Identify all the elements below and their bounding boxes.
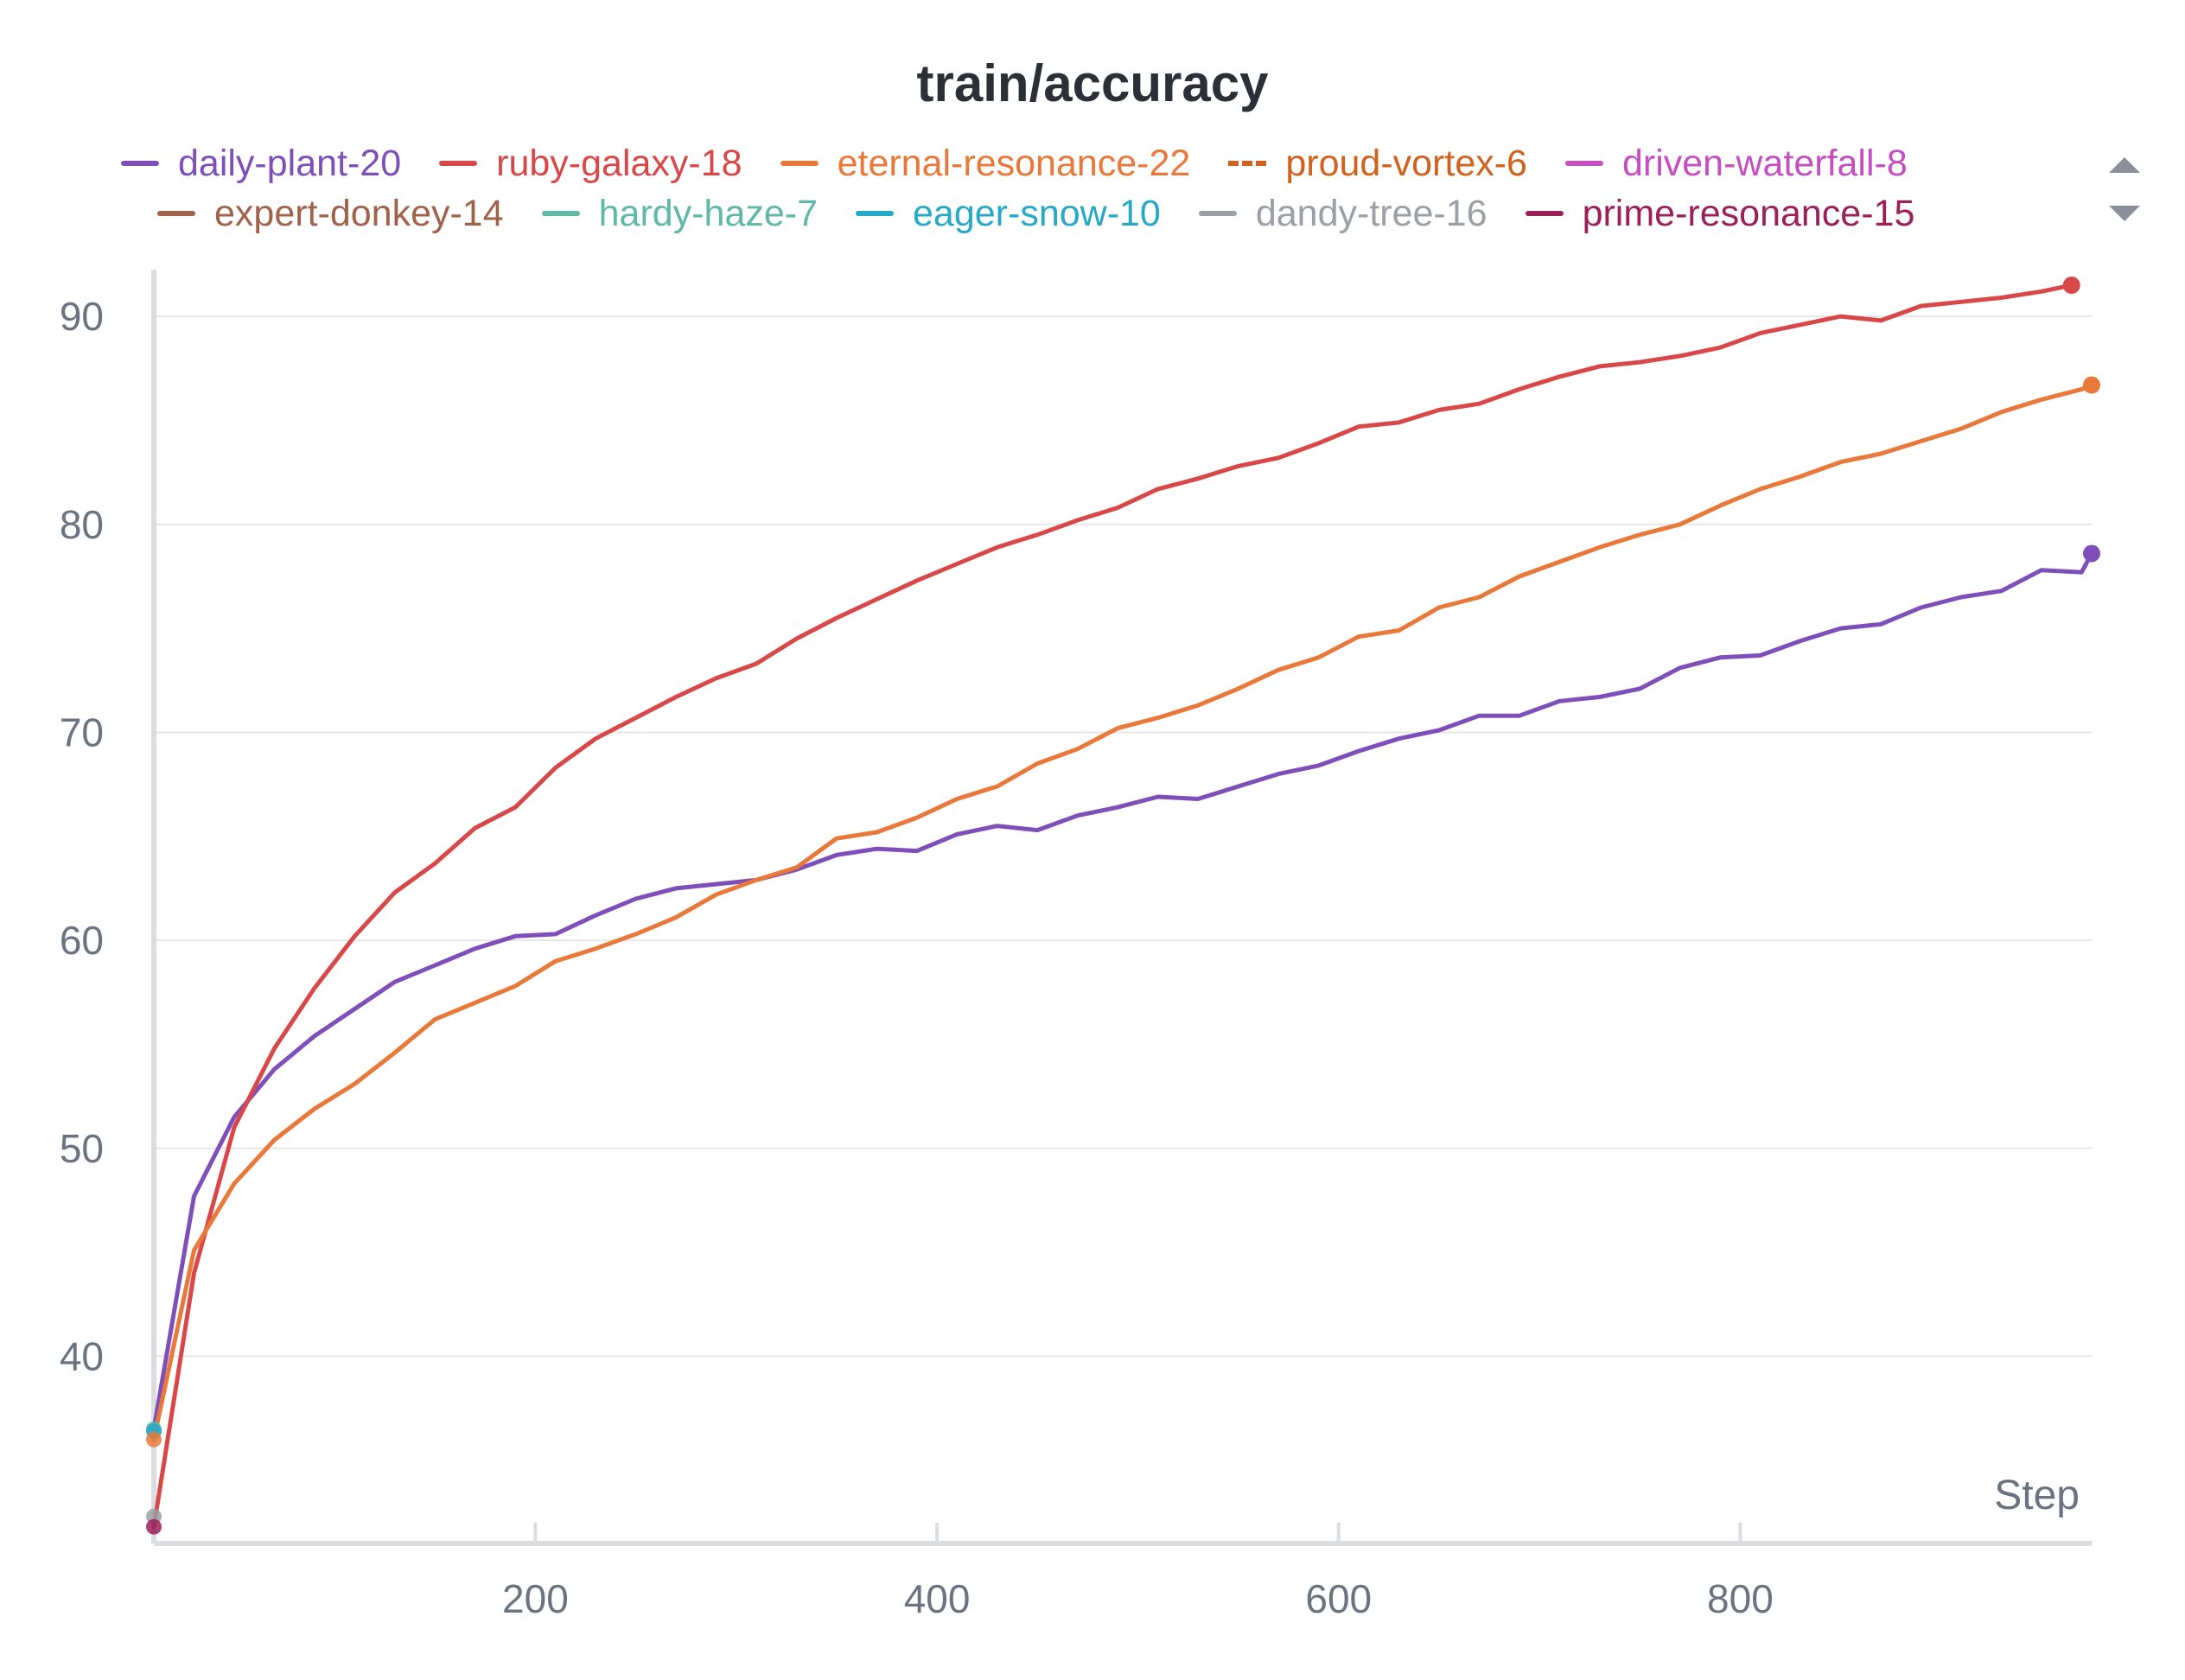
legend-swatch (1564, 161, 1603, 166)
series-end-point-eternal-resonance-22 (2083, 376, 2100, 394)
legend-item[interactable]: expert-donkey-14 (157, 193, 504, 235)
legend-label: ruby-galaxy-18 (496, 142, 742, 184)
x-axis-title: Step (1994, 1473, 2080, 1518)
legend-swatch (439, 161, 478, 166)
legend-item[interactable]: dandy-tree-16 (1198, 192, 1487, 235)
legend-item[interactable]: hardy-haze-7 (541, 192, 819, 235)
series-line-eternal-resonance-22 (151, 383, 2094, 1442)
legend-swatch (121, 161, 159, 166)
legend-swatch (157, 211, 195, 216)
legend-label: daily-plant-20 (178, 142, 402, 184)
legend-swatch (1198, 211, 1237, 216)
legend-label: prime-resonance-15 (1582, 192, 1915, 234)
legend-swatch (856, 211, 895, 216)
legend: daily-plant-20 ruby-galaxy-18 eternal-reso… (121, 138, 2048, 239)
legend-label: proud-vortex-6 (1285, 142, 1527, 184)
triangle-down-icon[interactable] (2109, 206, 2140, 221)
legend-swatch (1228, 161, 1267, 166)
legend-item[interactable]: driven-waterfall-8 (1564, 142, 1908, 185)
legend-item[interactable]: eager-snow-10 (856, 193, 1161, 235)
legend-label: expert-donkey-14 (214, 192, 504, 234)
legend-row: daily-plant-20 ruby-galaxy-18 eternal-reso… (121, 138, 2048, 188)
legend-scroll (2097, 145, 2150, 232)
legend-label: eternal-resonance-22 (837, 142, 1191, 184)
triangle-up-icon[interactable] (2109, 157, 2140, 173)
run-start-point (146, 1518, 162, 1535)
y-tick-label: 70 (60, 710, 104, 754)
legend-item[interactable]: eternal-resonance-22 (780, 142, 1191, 185)
legend-item[interactable]: proud-vortex-6 (1228, 143, 1527, 185)
legend-label: hardy-haze-7 (598, 192, 819, 234)
x-tick-label: 200 (502, 1576, 569, 1621)
legend-label: dandy-tree-16 (1255, 192, 1487, 234)
legend-swatch (541, 211, 580, 216)
x-tick-label: 800 (1707, 1576, 1774, 1621)
y-tick-label: 80 (60, 502, 104, 547)
run-start-point (146, 1431, 162, 1448)
y-tick-label: 50 (60, 1126, 104, 1171)
legend-item[interactable]: prime-resonance-15 (1525, 192, 1915, 235)
x-tick-label: 600 (1305, 1576, 1372, 1621)
legend-item[interactable]: ruby-galaxy-18 (439, 143, 742, 185)
x-tick-label: 400 (904, 1576, 971, 1621)
legend-swatch (780, 161, 819, 166)
legend-label: driven-waterfall-8 (1621, 142, 1908, 184)
legend-swatch (1525, 211, 1564, 216)
y-tick-label: 40 (60, 1333, 104, 1378)
series-line-daily-plant-20 (151, 551, 2094, 1432)
series-line-ruby-galaxy-18 (151, 283, 2074, 1530)
series-end-point-ruby-galaxy-18 (2062, 277, 2080, 295)
series-end-point-daily-plant-20 (2083, 544, 2100, 563)
y-tick-label: 60 (60, 918, 104, 963)
legend-row: expert-donkey-14 hardy-haze-7 eager-snow-1… (121, 188, 2048, 239)
legend-item[interactable]: daily-plant-20 (121, 143, 401, 185)
legend-label: eager-snow-10 (913, 192, 1161, 234)
chart-title: train/accuracy (916, 54, 1269, 112)
y-tick-label: 90 (60, 294, 104, 339)
